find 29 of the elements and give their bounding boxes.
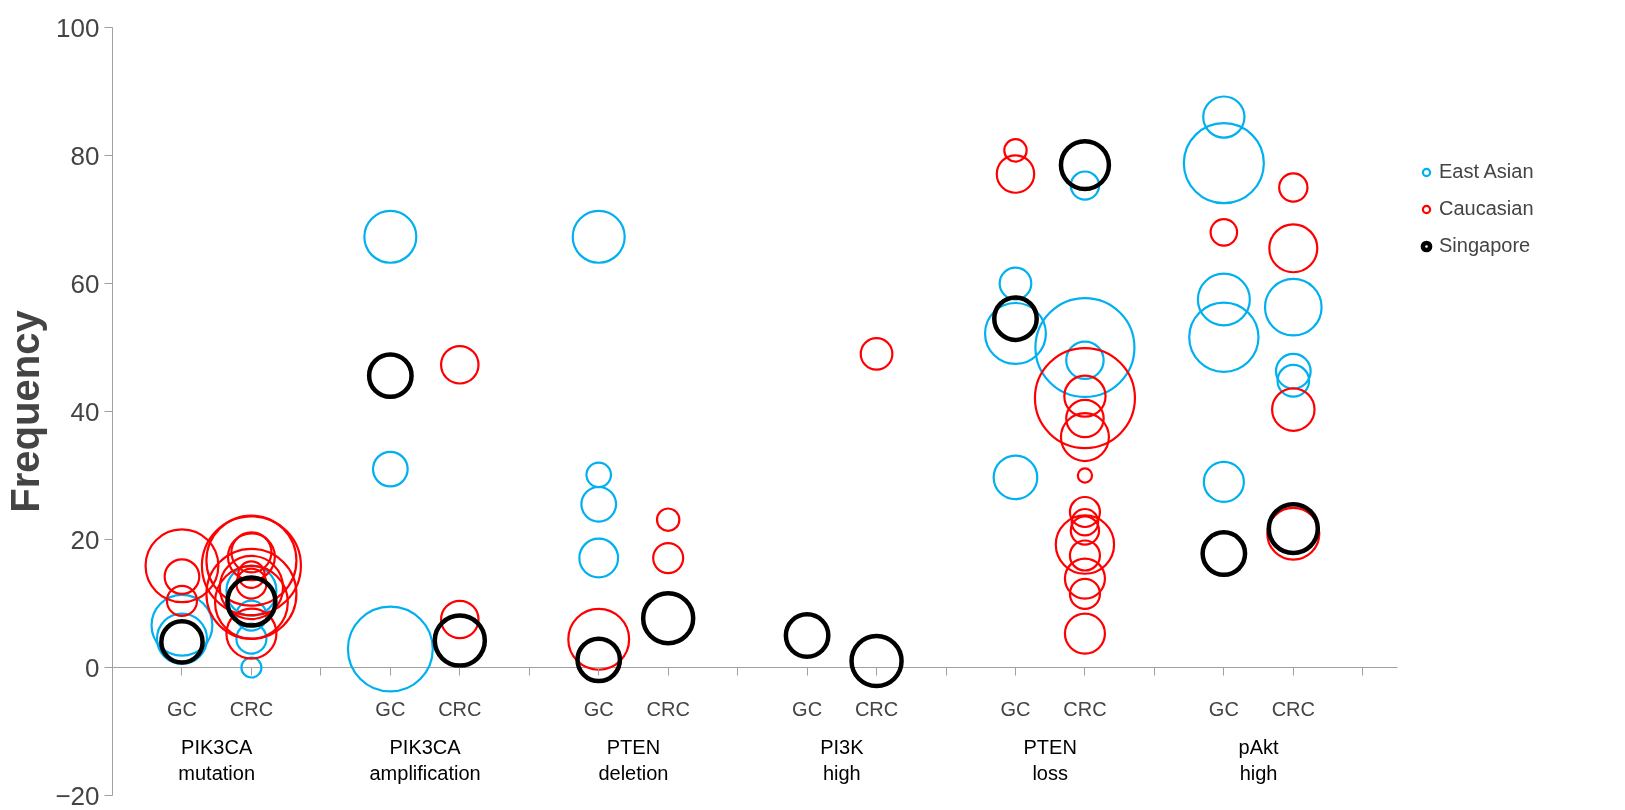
y-axis-title: Frequency	[3, 309, 48, 513]
x-tick-label: CRC	[438, 697, 482, 720]
y-tick-label: 100	[56, 12, 100, 43]
y-tick-label: 60	[70, 268, 100, 299]
x-tick-label: GC	[1208, 697, 1239, 720]
y-tick-label: 0	[85, 652, 100, 683]
annotation: PTEN deletion	[598, 735, 669, 784]
x-tick-label: CRC	[646, 697, 690, 720]
annotation: PTEN loss	[1023, 735, 1077, 784]
legend-label: Caucasian	[1439, 197, 1534, 220]
x-tick-label: GC	[1000, 697, 1031, 720]
y-tick-label: 40	[70, 396, 100, 427]
y-tick-label: 80	[70, 140, 100, 171]
x-tick-label: CRC	[1063, 697, 1107, 720]
x-tick-label: CRC	[854, 697, 899, 720]
x-tick-label: CRC	[1271, 697, 1315, 720]
y-tick-label: −20	[55, 780, 100, 810]
annotation: pAkt high	[1238, 735, 1280, 784]
y-tick-label: 20	[70, 524, 100, 555]
annotation: PI3K high	[820, 735, 865, 784]
annotation: PIK3CA amplification	[369, 735, 481, 784]
x-tick-label: GC	[375, 697, 406, 720]
annotation: PIK3CA mutation	[178, 735, 256, 784]
legend-label: East Asian	[1439, 160, 1534, 183]
x-tick-label: GC	[166, 697, 197, 720]
x-tick-label: GC	[792, 697, 823, 720]
x-tick-label: CRC	[229, 697, 274, 720]
x-tick-label: GC	[583, 697, 614, 720]
legend-label: Singapore	[1439, 234, 1531, 257]
